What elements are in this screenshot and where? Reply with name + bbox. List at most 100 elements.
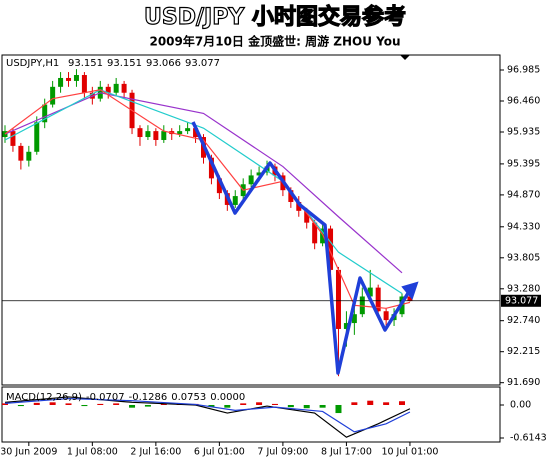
macd-bar	[399, 401, 405, 405]
macd-bar	[256, 402, 263, 405]
macd-y-tick-label: 0.00	[510, 399, 531, 410]
candle-body	[256, 172, 262, 176]
shift-marker	[400, 55, 410, 60]
moving-average	[4, 89, 411, 309]
candle-body	[383, 311, 389, 321]
macd-bar	[240, 403, 247, 405]
price-panel	[1, 54, 501, 386]
moving-average	[4, 89, 403, 295]
candle-body	[185, 128, 191, 132]
candle-body	[81, 75, 87, 93]
macd-panel	[1, 386, 501, 443]
macd-bar	[2, 403, 8, 405]
candle-body	[10, 131, 16, 146]
candle-body	[351, 314, 357, 324]
y-tick-label: 91.690	[507, 377, 540, 388]
x-tick-label: 2 Jul 16:00	[130, 447, 181, 458]
candle-body	[288, 190, 294, 202]
y-tick-label: 94.870	[507, 189, 540, 200]
candle-body	[58, 77, 64, 87]
macd-bar	[319, 404, 326, 408]
y-tick-label: 95.395	[507, 158, 540, 169]
macd-bar	[271, 403, 278, 405]
moving-average	[4, 92, 403, 274]
x-tick-label: 1 Jul 08:00	[67, 447, 118, 458]
candle-body	[50, 86, 56, 105]
candle-body	[248, 175, 254, 185]
readout-value: 93.066	[146, 58, 181, 69]
candle-body	[26, 151, 32, 161]
x-tick-label: 10 Jul 01:00	[381, 447, 438, 458]
candle-body	[177, 131, 183, 135]
macd-bar	[129, 404, 136, 408]
candle-body	[121, 83, 127, 93]
x-tick-label: 30 Jun 2009	[0, 447, 57, 458]
macd-bar	[113, 403, 120, 405]
candle-body	[145, 131, 151, 138]
candle-body	[375, 287, 381, 312]
symbol: USDJPY,H1	[6, 58, 59, 69]
macd-bar	[303, 404, 310, 409]
candle-body	[18, 145, 24, 161]
candle-body	[304, 210, 310, 223]
annotation-path	[191, 121, 412, 375]
candle-body	[42, 104, 48, 123]
readout-value: 93.151	[107, 58, 142, 69]
candle-body	[153, 131, 159, 140]
candle-body	[343, 323, 349, 329]
macd-bar	[160, 403, 167, 405]
macd-bar	[351, 402, 358, 405]
macd-bar	[383, 402, 390, 405]
candle-body	[335, 269, 341, 329]
macd-bar	[224, 404, 231, 408]
candle-body	[232, 196, 238, 205]
candle-body	[328, 228, 334, 270]
macd-bar	[367, 400, 374, 405]
y-tick-label: 92.215	[507, 346, 540, 357]
ohlc-readout: 93.151 93.151 93.066 93.077	[68, 58, 220, 69]
candle-body	[113, 83, 119, 93]
candle-body	[208, 157, 214, 179]
y-tick-label: 92.740	[507, 315, 540, 326]
candle-body	[34, 122, 40, 152]
y-tick-label: 96.985	[507, 65, 540, 76]
macd-bar	[65, 403, 72, 405]
readout-value: 0.0000	[210, 392, 245, 403]
y-tick-label: 94.330	[507, 221, 540, 232]
macd-bar	[33, 402, 40, 405]
candle-body	[137, 128, 143, 138]
macd-line	[4, 397, 411, 433]
macd-bar	[17, 404, 24, 407]
macd-y-tick-label: -0.6143	[510, 432, 547, 443]
macd-bar	[49, 402, 56, 405]
page-subtitle: 2009年7月10日 金顶盛世: 周游 ZHOU You	[149, 34, 400, 49]
current-price-label: 93.077	[505, 295, 538, 306]
macd-bar	[287, 404, 294, 408]
readout-value: 0.0753	[171, 392, 206, 403]
x-tick-label: 8 Jul 17:00	[321, 447, 372, 458]
candle-body	[66, 77, 72, 81]
macd-bar	[81, 404, 88, 407]
candle-body	[359, 296, 365, 315]
macd-bar	[97, 403, 104, 405]
annotation-arrowhead	[401, 281, 419, 301]
macd-readout: -0.0707 -0.1286 0.0753 0.0000	[86, 392, 245, 403]
y-tick-label: 96.460	[507, 96, 540, 107]
y-tick-label: 93.280	[507, 283, 540, 294]
readout-value: -0.0707	[86, 392, 125, 403]
macd-bar	[335, 404, 342, 414]
y-tick-label: 95.935	[507, 127, 540, 138]
page-title: USD/JPY 小时图交易参考	[144, 4, 406, 30]
readout-value: 93.077	[185, 58, 220, 69]
candle-body	[193, 128, 199, 138]
candle-body	[312, 222, 318, 244]
current-price-box	[501, 294, 541, 307]
candle-body	[296, 201, 302, 211]
candle-body	[216, 178, 222, 194]
macd-bar	[208, 404, 215, 408]
candle-body	[407, 296, 413, 301]
readout-value: 93.151	[68, 58, 103, 69]
y-tick-label: 93.805	[507, 252, 540, 263]
macd-label: MACD(12,26,9)	[6, 392, 82, 403]
